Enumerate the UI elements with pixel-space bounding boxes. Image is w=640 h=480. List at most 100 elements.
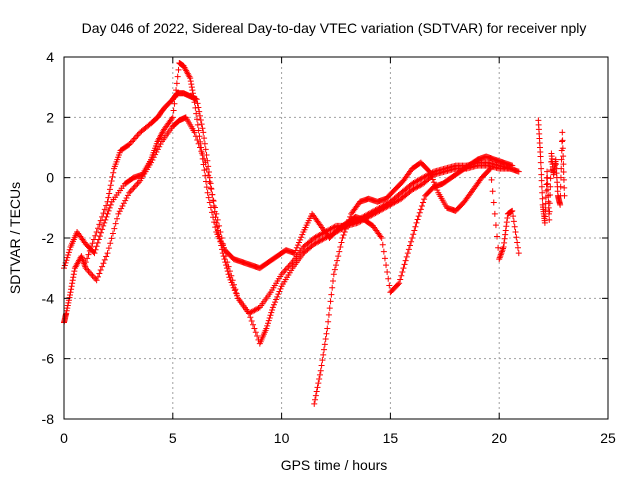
data-point	[251, 325, 258, 332]
data-point	[194, 116, 201, 123]
data-point	[123, 195, 130, 202]
data-point	[320, 351, 327, 358]
data-point	[406, 242, 413, 249]
data-point	[67, 289, 74, 296]
data-point	[189, 90, 196, 97]
data-point	[411, 227, 418, 234]
data-point	[172, 93, 179, 100]
data-point	[339, 235, 346, 241]
x-tick-label: 10	[274, 430, 290, 446]
data-point	[337, 244, 344, 251]
data-point	[107, 182, 114, 189]
data-point	[95, 236, 102, 243]
data-point	[198, 150, 205, 157]
data-point	[296, 239, 303, 246]
data-point	[344, 219, 351, 226]
data-point	[313, 388, 320, 395]
data-point	[330, 277, 337, 284]
data-point	[500, 244, 507, 251]
data-point	[558, 165, 565, 172]
data-point	[105, 245, 112, 252]
data-point	[495, 244, 502, 251]
data-point	[175, 66, 182, 73]
data-point	[232, 290, 239, 297]
data-point	[222, 259, 229, 266]
data-point	[220, 253, 227, 260]
data-point	[515, 250, 522, 257]
data-point	[346, 216, 353, 223]
data-point	[263, 325, 270, 332]
data-point	[92, 246, 99, 253]
data-point	[559, 137, 566, 144]
data-point	[211, 208, 218, 215]
data-point	[95, 225, 101, 232]
data-point	[106, 204, 113, 211]
data-point	[269, 304, 276, 311]
data-point	[338, 239, 345, 246]
data-point	[223, 265, 230, 272]
data-point	[99, 226, 106, 233]
data-point	[109, 173, 116, 180]
data-point	[205, 163, 212, 170]
data-point	[544, 186, 551, 193]
data-point	[489, 188, 496, 195]
data-point	[544, 174, 551, 181]
data-point	[502, 227, 509, 234]
data-point	[430, 179, 437, 186]
data-point	[191, 129, 198, 136]
data-point	[100, 210, 107, 217]
data-point	[486, 166, 493, 173]
data-point	[275, 291, 282, 298]
data-point	[97, 217, 104, 224]
data-point	[546, 200, 553, 207]
data-point	[541, 219, 548, 226]
x-tick-label: 15	[383, 430, 399, 446]
data-point	[317, 367, 324, 374]
data-point	[316, 371, 323, 378]
data-point	[336, 248, 343, 255]
data-point	[68, 286, 75, 293]
data-point	[561, 192, 568, 199]
data-point	[403, 253, 410, 260]
data-point	[488, 176, 495, 183]
data-point	[93, 243, 100, 250]
x-tick-label: 20	[491, 430, 507, 446]
data-point	[210, 214, 217, 221]
data-point	[229, 282, 236, 289]
data-point	[64, 302, 71, 309]
data-point	[432, 181, 439, 188]
data-point	[323, 330, 330, 337]
y-tick-label: -6	[42, 351, 55, 367]
data-point	[292, 247, 299, 254]
data-point	[293, 244, 300, 251]
data-point	[378, 235, 385, 241]
data-point	[487, 165, 494, 172]
data-point	[118, 205, 125, 212]
data-point	[408, 238, 415, 245]
data-point	[252, 329, 259, 336]
data-point	[513, 234, 520, 241]
data-point	[65, 249, 72, 256]
data-point	[202, 178, 209, 185]
data-point	[195, 127, 202, 134]
data-point	[69, 277, 76, 284]
data-point	[416, 209, 423, 216]
data-point	[297, 236, 304, 243]
data-point	[192, 104, 199, 111]
data-point	[321, 341, 328, 348]
data-point	[547, 183, 554, 190]
data-point	[509, 162, 516, 169]
data-point	[187, 78, 194, 85]
data-point	[196, 133, 203, 140]
data-point	[104, 210, 111, 217]
data-point	[124, 192, 131, 199]
data-point	[395, 281, 402, 288]
data-point	[311, 400, 318, 407]
x-tick-label: 0	[60, 430, 68, 446]
data-point	[61, 262, 68, 269]
data-point	[560, 169, 567, 176]
data-point	[221, 256, 228, 263]
data-point	[226, 274, 233, 281]
data-point	[560, 153, 567, 160]
data-point	[266, 314, 273, 321]
